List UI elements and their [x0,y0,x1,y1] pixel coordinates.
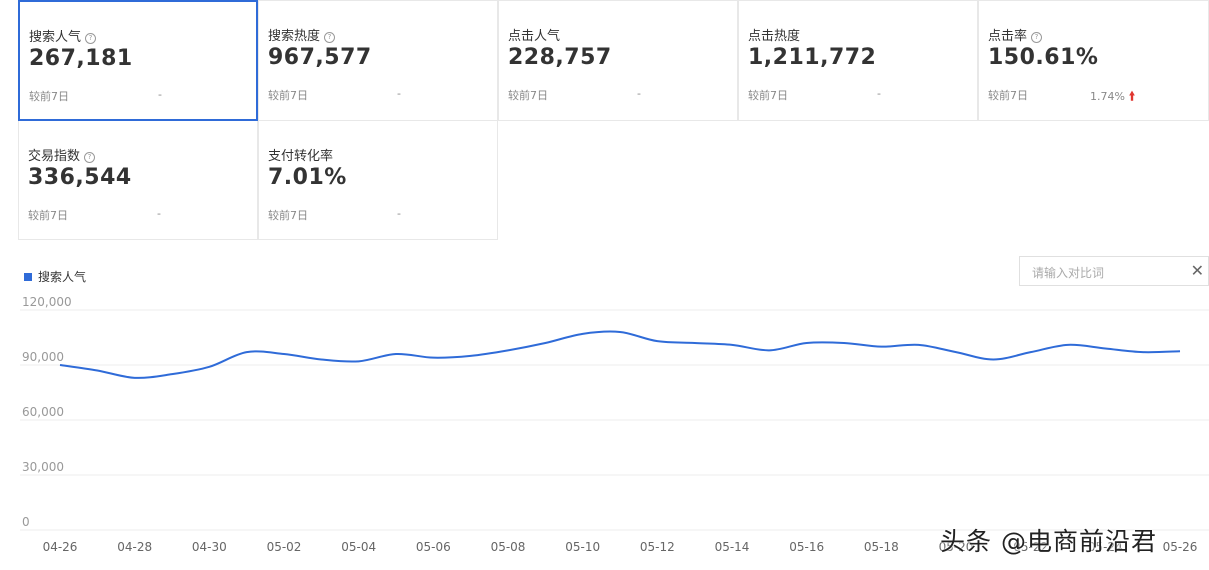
x-tick-label: 05-24 [1088,540,1123,554]
compare-value: - [397,87,401,100]
trend-chart: 120,000 90,000 60,000 30,000 0 04-26 04-28 04-3… [20,295,1209,554]
x-tick-label: 05-12 [640,540,675,554]
metric-label: 搜索热度 [268,29,321,44]
metric-value: 267,181 [29,46,133,71]
x-tick-label: 05-14 [715,540,750,554]
metric-card-conversion-rate[interactable]: 支付转化率 7.01% 较前7日 - [258,120,498,240]
x-tick-label: 05-16 [789,540,824,554]
x-tick-label: 05-06 [416,540,451,554]
legend-label: 搜索人气 [38,270,87,284]
compare-label: 较前7日 [29,90,69,103]
metric-label: 点击率 [988,29,1028,44]
x-tick-label: 05-18 [864,540,899,554]
compare-keyword-input[interactable] [1030,263,1184,283]
compare-value: - [157,207,161,220]
legend-swatch [24,273,32,281]
compare-label: 较前7日 [268,89,308,102]
metric-card-click-popularity[interactable]: 点击人气 228,757 较前7日 - [498,0,738,121]
compare-label: 较前7日 [988,89,1028,102]
compare-label: 较前7日 [268,209,308,222]
y-tick-label: 30,000 [22,460,64,474]
arrow-up-icon: 🠙 [1128,89,1135,103]
metric-value: 336,544 [28,165,132,190]
metric-value: 228,757 [508,45,612,70]
help-icon[interactable]: ? [324,32,336,43]
y-tick-label: 90,000 [22,350,64,364]
watermark: 头条 @电商前沿君 [940,527,1157,556]
compare-value: - [158,88,162,101]
metric-card-trade-index[interactable]: 交易指数? 336,544 较前7日 - [18,120,258,240]
metric-value: 150.61% [988,45,1099,70]
metric-value: 967,577 [268,45,372,70]
x-tick-label: 05-08 [491,540,526,554]
x-tick-label: 05-22 [1013,540,1048,554]
x-tick-label: 05-04 [341,540,376,554]
help-icon[interactable]: ? [85,33,97,44]
metric-label: 支付转化率 [268,149,334,164]
metric-cards: 搜索人气? 267,181 较前7日 - 搜索热度? 967,577 较前7日 … [18,0,1209,240]
y-tick-label: 0 [22,515,30,529]
y-tick-label: 60,000 [22,405,64,419]
x-tick-label: 05-20 [939,540,974,554]
chart-legend[interactable]: 搜索人气 [24,268,86,285]
metric-value: 7.01% [268,165,347,190]
x-tick-label: 04-26 [43,540,78,554]
x-tick-label: 05-02 [267,540,302,554]
compare-keyword-box: ✕ [1019,256,1209,286]
metric-card-click-heat[interactable]: 点击热度 1,211,772 较前7日 - [738,0,978,121]
help-icon[interactable]: ? [84,152,96,163]
compare-value: - [397,207,401,220]
metric-label: 点击人气 [508,29,561,44]
metric-card-search-heat[interactable]: 搜索热度? 967,577 较前7日 - [258,0,498,121]
compare-value: - [637,87,641,100]
compare-label: 较前7日 [508,89,548,102]
x-tick-label: 05-10 [565,540,600,554]
metric-card-ctr[interactable]: 点击率? 150.61% 较前7日 1.74% 🠙 [978,0,1209,121]
metric-value: 1,211,772 [748,45,877,70]
metric-label: 点击热度 [748,29,801,44]
x-tick-label: 04-30 [192,540,227,554]
metric-label: 交易指数 [28,149,81,164]
help-icon[interactable]: ? [1031,32,1043,43]
compare-label: 较前7日 [28,209,68,222]
compare-label: 较前7日 [748,89,788,102]
compare-value: 1.74% [1090,90,1125,103]
close-icon[interactable]: ✕ [1190,261,1204,280]
series-line[interactable] [59,330,1181,379]
metric-label: 搜索人气 [29,30,82,45]
y-tick-label: 120,000 [22,295,72,309]
metric-card-search-popularity[interactable]: 搜索人气? 267,181 较前7日 - [18,0,258,121]
x-tick-label: 05-26 [1163,540,1198,554]
x-tick-label: 04-28 [117,540,152,554]
compare-value: - [877,87,881,100]
